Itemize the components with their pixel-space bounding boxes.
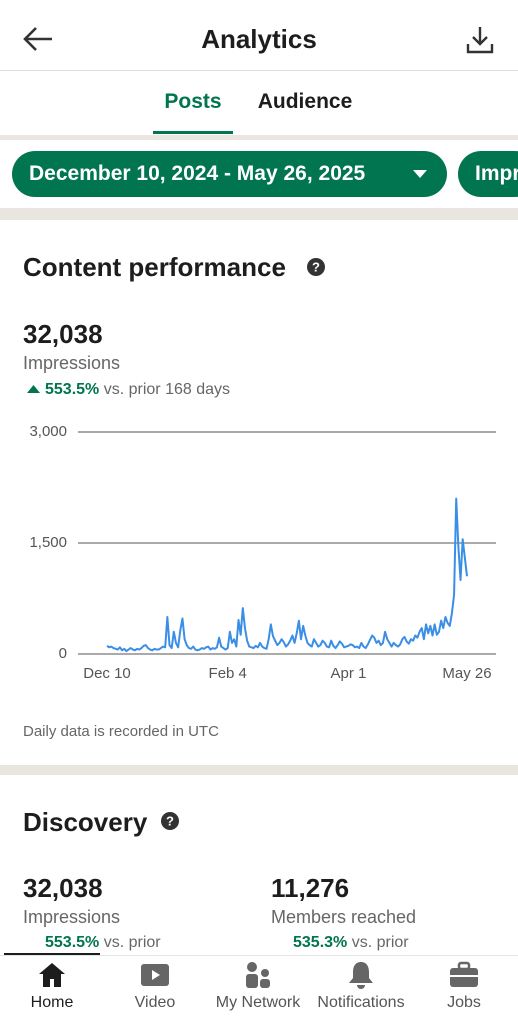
section-title: Discovery [23, 807, 148, 837]
x-tick-label: May 26 [442, 665, 491, 682]
metric-value: 32,038 [23, 319, 103, 349]
network-icon [246, 962, 270, 988]
divider [0, 70, 518, 71]
data-line [106, 497, 468, 653]
section-title: Content performance [23, 252, 286, 282]
jobs-icon [450, 961, 478, 987]
bell-icon [349, 962, 373, 989]
change-note: vs. prior [103, 934, 161, 951]
back-button[interactable] [20, 24, 56, 54]
nav-label: Home [30, 994, 74, 1011]
nav-label: My Network [215, 994, 301, 1011]
y-tick-label: 3,000 [29, 423, 67, 440]
nav-jobs[interactable]: Jobs [412, 955, 516, 1024]
nav-label: Video [134, 994, 176, 1011]
change-percent: 553.5% [45, 381, 100, 398]
metric-label: Impressions [23, 353, 121, 373]
nav-network[interactable]: My Network [206, 955, 310, 1024]
bottom-nav [0, 955, 518, 1025]
home-icon [39, 963, 65, 987]
svg-text:?: ? [166, 813, 174, 828]
x-tick-label: Apr 1 [331, 665, 367, 682]
nav-home[interactable]: Home [0, 955, 104, 1024]
video-icon [141, 964, 169, 986]
metric-label: Impressions [23, 907, 121, 927]
tab-indicator [153, 131, 233, 134]
caret [413, 170, 427, 178]
help-icon[interactable]: ? [306, 257, 326, 277]
download-button[interactable] [464, 24, 496, 56]
change-note: vs. prior [351, 934, 409, 951]
metric-label: Members reached [271, 907, 417, 927]
nav-notifications[interactable]: Notifications [309, 955, 413, 1024]
separator [0, 135, 518, 140]
date-filter[interactable]: December 10, 2024 - May 26, 2025 [12, 151, 447, 197]
filter-label: Impr [475, 162, 518, 185]
separator [0, 208, 518, 220]
page-title: Analytics [201, 24, 317, 54]
metric-filter[interactable]: Impr [458, 151, 518, 197]
nav-label: Notifications [317, 994, 405, 1011]
change-percent: 553.5% [45, 934, 100, 951]
metric-value: 32,038 [23, 873, 103, 903]
nav-video[interactable]: Video [103, 955, 207, 1024]
metric-change: 535.3% vs. prior [293, 934, 409, 952]
filter-label: December 10, 2024 - May 26, 2025 [29, 162, 366, 185]
x-tick-label: Feb 4 [209, 665, 247, 682]
separator [0, 765, 518, 775]
tab[interactable]: Posts [164, 90, 222, 113]
metric-change: 553.5% vs. prior [45, 934, 161, 952]
metric-value: 11,276 [271, 873, 350, 903]
active-indicator [4, 953, 100, 955]
help-icon[interactable]: ? [160, 811, 180, 831]
x-tick-label: Dec 10 [83, 665, 131, 682]
tab[interactable]: Audience [257, 90, 353, 113]
change-note: vs. prior 168 days [103, 381, 230, 398]
y-tick-label: 0 [59, 645, 67, 662]
y-tick-label: 1,500 [29, 534, 67, 551]
chart: 0 1,500 3,000 Dec 10 Feb 4 Apr 1 May 26 [29, 423, 496, 682]
metric-change: 553.5% vs. prior 168 days [45, 381, 230, 399]
change-percent: 535.3% [293, 934, 348, 951]
footnote: Daily data is recorded in UTC [23, 723, 219, 740]
svg-text:?: ? [312, 259, 320, 274]
nav-label: Jobs [447, 994, 481, 1011]
up-arrow [27, 385, 40, 393]
